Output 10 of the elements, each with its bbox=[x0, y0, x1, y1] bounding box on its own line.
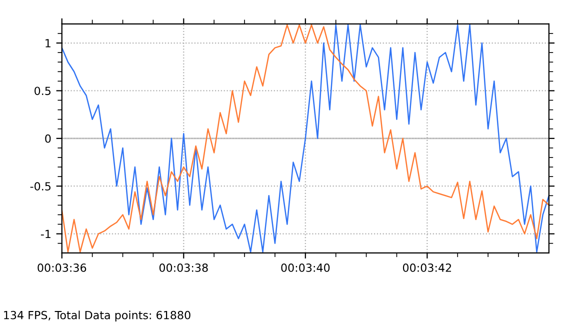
x-tick-label: 00:03:38 bbox=[159, 264, 208, 272]
text: 134 FPS, Total Data points: 61880 bbox=[4, 310, 190, 322]
y-tick-label: 0.5 bbox=[34, 86, 50, 96]
x-tick-label: 00:03:36 bbox=[38, 264, 86, 272]
x-tick-label: 00:03:40 bbox=[281, 264, 330, 272]
x-tick-label: 00:03:42 bbox=[402, 264, 452, 272]
y-tick-label: -0.5 bbox=[30, 182, 50, 190]
y-tick-label: 0 bbox=[45, 134, 51, 143]
y-tick-label: -1 bbox=[40, 230, 50, 238]
y-tick-label: 1 bbox=[46, 39, 50, 48]
